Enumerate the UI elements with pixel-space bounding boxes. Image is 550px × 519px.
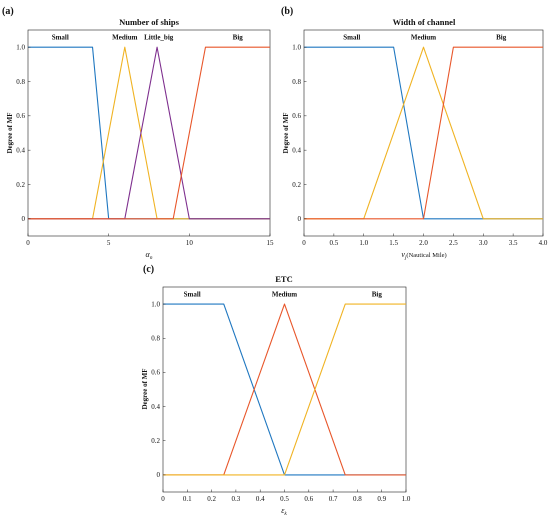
y-tick-label: 0	[157, 471, 161, 479]
x-tick-label: 2.0	[419, 239, 428, 247]
x-tick-label: 0	[26, 239, 30, 247]
x-tick-label: 4.0	[539, 239, 548, 247]
mf-label-layer: Small Medium Big	[343, 33, 506, 41]
mf-label-layer: Small Medium Little_big Big	[52, 33, 244, 41]
x-tick-label: 0.5	[280, 495, 289, 503]
series-line-medium	[28, 46, 270, 220]
chart-panel-b: (b) Width of channel Small Medium Big 0 0.5…	[281, 6, 548, 261]
mf-label-big: Big	[372, 290, 383, 298]
series-line-little-big	[28, 46, 270, 220]
x-axis-label: εk	[281, 506, 287, 517]
x-axis-symbol: v	[401, 250, 405, 259]
x-tick-label: 10	[186, 239, 194, 247]
panel-label: (b)	[281, 6, 293, 17]
series-line-big	[28, 46, 270, 220]
y-axis-label: Degree of MF	[6, 112, 14, 153]
y-tick-label: 0.2	[151, 437, 160, 445]
x-tick-label: 2.5	[449, 239, 458, 247]
y-tick-label: 0.6	[16, 112, 25, 120]
plot-frame	[162, 286, 407, 493]
x-axis-subscript: n	[150, 255, 153, 261]
y-tick-label: 0.6	[151, 369, 160, 377]
chart-panel-a: (a) Number of ships Small Medium Little_bi…	[2, 6, 274, 261]
panel-label: (c)	[143, 264, 154, 275]
x-axis-unit: (Nautical Mile)	[406, 252, 446, 259]
mf-label-layer: Small Medium Big	[184, 290, 383, 298]
y-tick-label: 0.6	[292, 112, 301, 120]
mf-label-small: Small	[52, 33, 69, 41]
series-line-small	[28, 46, 270, 220]
y-tick-label: 0.4	[16, 146, 25, 154]
x-axis-subscript: k	[284, 511, 287, 517]
x-axis-subscript: j	[404, 255, 407, 261]
tick-layer: 0 0.5 1.0 1.5 2.0 2.5 3.0 3.5 4.0 0 0.2 0.4 0.6 0.8 1.…	[292, 43, 548, 247]
y-tick-label: 0.8	[151, 335, 160, 343]
x-tick-label: 1.0	[359, 239, 368, 247]
mf-label-medium: Medium	[112, 33, 137, 41]
y-tick-label: 0.2	[16, 181, 25, 189]
plot-frame	[27, 29, 271, 237]
x-tick-label: 0.9	[377, 495, 386, 503]
y-axis-label: Degree of MF	[141, 368, 149, 409]
y-tick-label: 0.2	[292, 181, 301, 189]
y-tick-label: 0	[22, 215, 26, 223]
x-tick-label: 0.7	[329, 495, 338, 503]
x-axis-symbol: ε	[281, 506, 285, 515]
y-tick-label: 0.8	[16, 78, 25, 86]
x-tick-label: 3.0	[479, 239, 488, 247]
series-line-small	[163, 303, 406, 476]
chart-title: Width of channel	[393, 17, 456, 27]
x-tick-label: 0	[161, 495, 165, 503]
x-tick-label: 15	[267, 239, 275, 247]
x-tick-label: 3.5	[509, 239, 518, 247]
chart-title: Number of ships	[119, 17, 180, 27]
y-axis-label: Degree of MF	[282, 112, 290, 153]
x-tick-label: 0.5	[330, 239, 339, 247]
mf-label-big: Big	[233, 33, 244, 41]
y-tick-label: 0.4	[292, 146, 301, 154]
mf-label-small: Small	[343, 33, 360, 41]
tick-layer: 0 0.1 0.2 0.3 0.4 0.5 0.6 0.7 0.8 0.9 1.0 0 0.2 0.4 0.…	[151, 300, 411, 503]
panel-label: (a)	[2, 6, 14, 17]
mf-label-small: Small	[184, 290, 201, 298]
y-tick-label: 0	[298, 215, 302, 223]
series-layer	[28, 46, 270, 220]
chart-title: ETC	[275, 274, 292, 284]
series-line-medium	[304, 46, 543, 220]
plot-frame	[303, 29, 544, 237]
x-tick-label: 0.6	[304, 495, 313, 503]
x-tick-label: 0.2	[207, 495, 216, 503]
series-layer	[163, 303, 406, 476]
x-axis-symbol: α	[146, 250, 151, 259]
y-tick-label: 1.0	[292, 43, 301, 51]
x-tick-label: 0.1	[183, 495, 192, 503]
y-tick-label: 0.8	[292, 78, 301, 86]
mf-label-big: Big	[496, 33, 507, 41]
series-layer	[304, 46, 543, 220]
series-line-medium	[163, 303, 406, 476]
y-tick-label: 0.4	[151, 403, 160, 411]
y-tick-label: 1.0	[151, 300, 160, 308]
y-tick-label: 1.0	[16, 43, 25, 51]
mf-label-medium: Medium	[411, 33, 436, 41]
x-tick-label: 0.3	[232, 495, 241, 503]
series-line-big	[304, 46, 543, 220]
x-axis-label: αn	[146, 250, 153, 261]
x-tick-label: 1.5	[389, 239, 398, 247]
x-axis-label: vj(Nautical Mile)	[401, 250, 446, 261]
x-tick-label: 0	[302, 239, 306, 247]
x-tick-label: 1.0	[402, 495, 411, 503]
x-tick-label: 5	[107, 239, 111, 247]
x-tick-label: 0.4	[256, 495, 265, 503]
series-line-small	[304, 46, 543, 220]
mf-label-little-big: Little_big	[144, 33, 174, 41]
chart-panel-c: (c) ETC Small Medium Big 0 0.1 0.2 0.3 0.4 0.5 0…	[141, 264, 411, 517]
mf-label-medium: Medium	[272, 290, 297, 298]
series-line-big	[163, 303, 406, 476]
tick-layer: 0 5 10 15 0 0.2 0.4 0.6 0.8 1.0	[16, 43, 274, 247]
x-tick-label: 0.8	[353, 495, 362, 503]
